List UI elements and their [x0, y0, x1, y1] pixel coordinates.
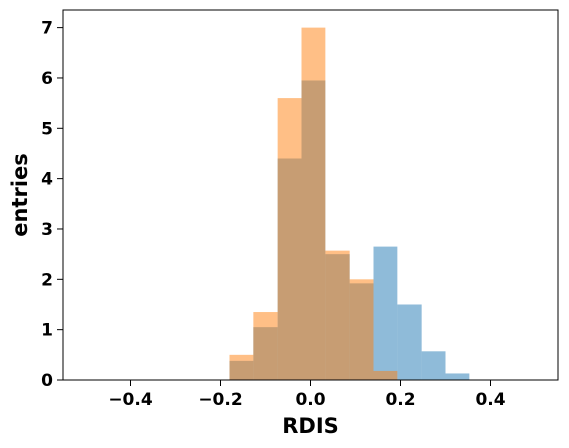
y-tick-label: 2 [41, 270, 53, 290]
y-tick-label: 5 [41, 119, 53, 139]
y-tick-label: 3 [41, 220, 53, 240]
y-axis-label: entries [8, 153, 32, 237]
x-tick-label: 0.2 [385, 390, 415, 410]
histogram-bar [277, 98, 302, 380]
y-tick-label: 0 [41, 371, 53, 391]
histogram-bar [229, 354, 254, 380]
histogram-bar [325, 250, 350, 380]
histogram-bar [373, 370, 398, 380]
y-tick-label: 4 [41, 170, 53, 190]
histogram-bar [445, 373, 470, 380]
histogram-bar [349, 279, 374, 380]
y-tick-label: 6 [41, 69, 53, 89]
histogram-bar [301, 27, 326, 380]
x-tick-label: −0.4 [108, 390, 153, 410]
x-axis: −0.4 −0.2 0.0 0.2 0.4 [108, 380, 506, 410]
y-axis: 0 1 2 3 4 5 6 7 [41, 19, 63, 391]
x-tick-label: −0.2 [198, 390, 242, 410]
histogram-bars [229, 27, 470, 380]
y-tick-label: 1 [41, 321, 53, 341]
histogram-bar [421, 351, 446, 380]
x-axis-label: RDIS [282, 414, 339, 438]
x-tick-label: 0.0 [295, 390, 325, 410]
x-tick-label: 0.4 [475, 390, 505, 410]
histogram-bar [373, 246, 398, 380]
histogram-bar [397, 304, 422, 380]
y-tick-label: 7 [41, 19, 53, 39]
histogram-bar [253, 312, 278, 380]
